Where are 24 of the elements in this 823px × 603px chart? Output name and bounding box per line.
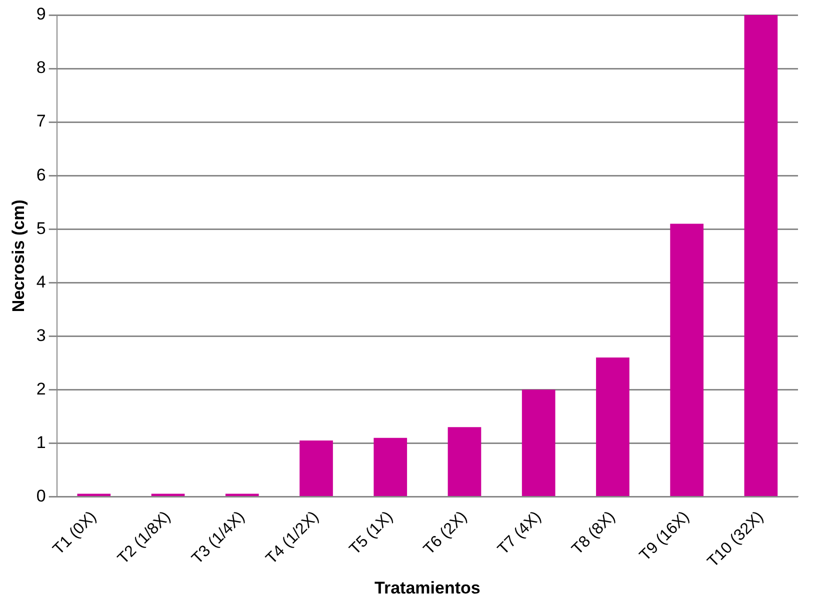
bar — [670, 224, 704, 496]
x-tick-label: T7 (4X) — [494, 508, 545, 558]
y-tick-label: 7 — [36, 112, 46, 131]
y-tick-label: 4 — [36, 272, 46, 292]
bar — [448, 427, 482, 496]
bar — [522, 390, 556, 496]
y-axis-title: Necrosis (cm) — [8, 200, 28, 312]
bar — [744, 15, 778, 496]
bar — [300, 440, 333, 496]
x-tick-label: T5 (1X) — [346, 508, 396, 558]
y-tick-label: 5 — [36, 218, 46, 238]
bar — [374, 438, 408, 496]
y-tick-label: 3 — [36, 326, 46, 345]
x-tick-label: T1 (0X) — [50, 508, 100, 558]
y-tick-label: 2 — [36, 379, 46, 398]
y-tick-label: 1 — [36, 432, 46, 452]
bar — [596, 358, 630, 496]
y-tick-label: 0 — [36, 486, 46, 506]
x-tick-label: T6 (2X) — [420, 508, 470, 558]
x-axis-title: Tratamientos — [374, 578, 480, 598]
y-tick-label: 8 — [36, 58, 46, 78]
y-tick-label: 9 — [36, 4, 46, 24]
x-tick-label: T8 (8X) — [568, 508, 619, 558]
y-tick-label: 6 — [36, 165, 46, 184]
